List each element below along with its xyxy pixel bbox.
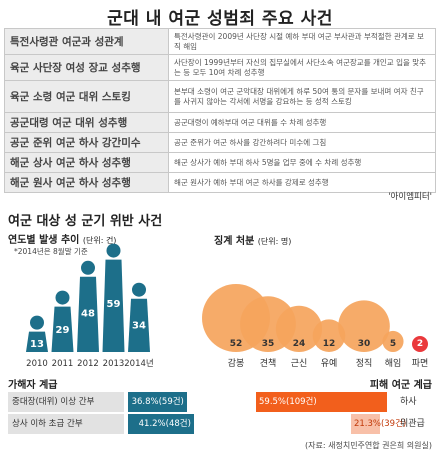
case-description: 해군 원사가 예하 부대 여군 하사를 강제로 성추행	[168, 172, 436, 193]
victim-rank-label: 하사	[400, 397, 417, 407]
trend-person-bar	[128, 298, 150, 352]
trend-unit: (단위: 건)	[82, 236, 117, 245]
discipline-value-label: 35	[262, 339, 275, 349]
victim-bar: 21.3%(39건)	[350, 414, 406, 434]
discipline-bubble	[338, 300, 390, 352]
trend-person-head	[106, 243, 121, 258]
perpetrator-bar: 36.8%(59건)	[128, 392, 187, 412]
discipline-category-label: 감봉	[228, 357, 245, 369]
trend-category-label: 2012	[77, 359, 99, 369]
discipline-bubble	[382, 330, 404, 353]
discipline-bubble	[412, 336, 428, 352]
trend-title: 연도별 발생 추이 (단위: 건)	[8, 231, 116, 246]
case-name: 육군 사단장 여성 장교 성추행	[4, 54, 169, 81]
perpetrator-rank-label: 중대장(대위) 이상 간부	[8, 392, 124, 412]
discipline-value-label: 30	[358, 339, 371, 349]
trend-value-label: 13	[30, 339, 44, 350]
trend-value-label: 48	[81, 309, 95, 320]
trend-person-head	[55, 290, 70, 305]
case-row: 특전사령관 여군과 성관계 특전사령관이 2009년 사단장 시절 예하 부대 여…	[4, 28, 436, 55]
victim-bar: 59.5%(109건)	[256, 392, 387, 412]
case-row: 공군대령 여군 대위 성추행 공군대령이 예하부대 여군 대위를 수 차례 성추행	[4, 112, 436, 133]
trend-person-bar	[26, 331, 48, 352]
perpetrator-title: 가해자 계급	[8, 380, 58, 391]
trend-person-bar	[51, 306, 74, 352]
discipline-bubble	[275, 305, 323, 352]
discipline-value-label: 2	[417, 339, 423, 349]
discipline-category-label: 파면	[412, 358, 429, 369]
trend-person-bar	[77, 276, 99, 352]
discipline-category-label: 견책	[260, 357, 277, 369]
case-description: 사단장이 1999년부터 자신의 집무실에서 사단소속 여군장교를 개인교 입을…	[168, 54, 436, 81]
discipline-value-label: 5	[390, 339, 396, 349]
case-name: 공군 준위 여군 하사 강간미수	[4, 132, 169, 153]
source-label: (자료: 새정치민주연합 권은희 의원실)	[305, 441, 432, 450]
trend-person-head	[132, 282, 146, 297]
trend-value-label: 29	[56, 325, 70, 336]
trend-person-head	[81, 260, 95, 275]
discipline-title: 징계 처분 (단위: 명)	[214, 232, 291, 247]
case-table: 특전사령관 여군과 성관계 특전사령관이 2009년 사단장 시절 예하 부대 여…	[4, 28, 436, 193]
discipline-category-label: 정직	[356, 358, 373, 369]
credit-label: '아이엠피터'	[388, 192, 432, 202]
trend-person-bar	[102, 259, 125, 352]
case-row: 해군 원사 여군 하사 성추행 해군 원사가 예하 부대 여군 하사를 강제로 성…	[4, 172, 436, 193]
trend-category-label: 2011	[52, 359, 74, 369]
trend-category-label: 2013	[103, 359, 125, 369]
page-title: 군대 내 여군 성범죄 주요 사건	[107, 9, 333, 29]
case-description: 특전사령관이 2009년 사단장 시절 예하 부대 여군 부사관과 부적절한 관…	[168, 28, 436, 55]
case-name: 해군 원사 여군 하사 성추행	[4, 172, 169, 193]
perpetrator-bar: 41.2%(48건)	[128, 414, 194, 434]
trend-title-text: 연도별 발생 추이	[8, 235, 80, 246]
trend-category-label: 2010	[26, 359, 48, 369]
discipline-value-label: 52	[230, 339, 243, 349]
case-row: 육군 사단장 여성 장교 성추행 사단장이 1999년부터 자신의 집무실에서 사…	[4, 54, 436, 81]
trend-category-label: 2014년	[124, 358, 153, 369]
discipline-title-text: 징계 처분	[214, 236, 255, 247]
discipline-value-label: 12	[323, 339, 336, 349]
victim-title: 피해 여군 계급	[369, 380, 432, 391]
discipline-category-label: 해임	[385, 357, 402, 369]
discipline-category-label: 근신	[291, 358, 308, 369]
rank-row: 중대장(대위) 이상 간부 36.8%(59건) 59.5%(109건) 하사	[8, 392, 432, 412]
discipline-category-label: 유예	[321, 358, 338, 369]
trend-value-label: 34	[132, 321, 146, 332]
trend-person-head	[30, 315, 44, 330]
case-description: 본부대 소령이 여군 군악대장 대위에게 하루 50여 통의 문자를 보내며 여…	[168, 80, 436, 113]
trend-value-label: 59	[107, 299, 121, 310]
rank-row: 상사 이하 초급 간부 41.2%(48건) 21.3%(39건) 위관급	[8, 414, 432, 434]
trend-note: *2014년은 8월말 기준	[14, 247, 88, 256]
discipline-unit: (단위: 명)	[257, 237, 292, 246]
case-name: 공군대령 여군 대위 성추행	[4, 112, 169, 133]
case-name: 해군 상사 여군 하사 성추행	[4, 152, 169, 173]
discipline-value-label: 24	[293, 339, 306, 349]
perpetrator-rank-label: 상사 이하 초급 간부	[8, 414, 124, 434]
section-title: 여군 대상 성 군기 위반 사건	[8, 214, 163, 229]
victim-rank-label: 위관급	[400, 419, 425, 429]
case-row: 육군 소령 여군 대위 스토킹 본부대 소령이 여군 군악대장 대위에게 하루 5…	[4, 80, 436, 113]
discipline-bubble	[312, 319, 346, 352]
